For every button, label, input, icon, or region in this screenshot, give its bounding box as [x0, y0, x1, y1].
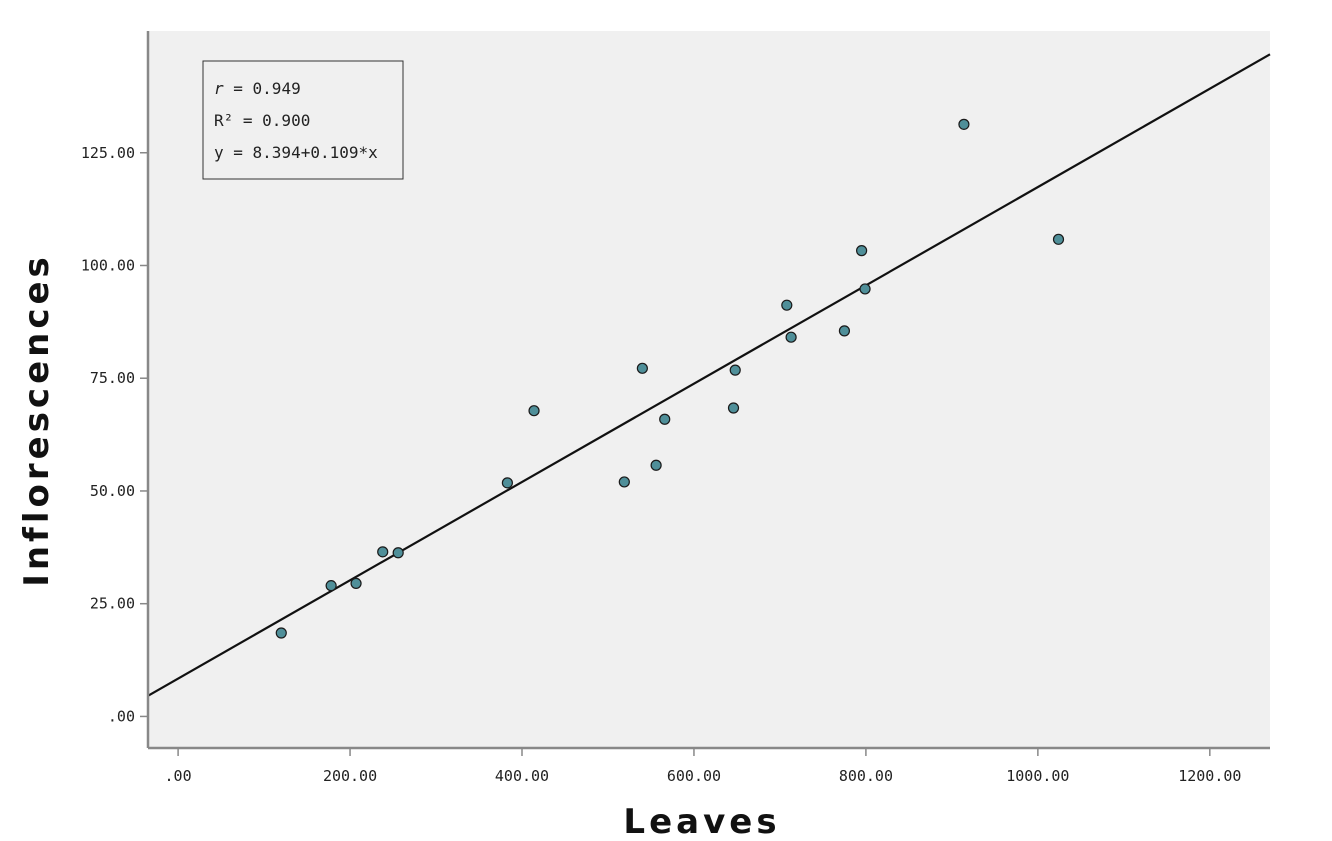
- y-tick-label: 25.00: [90, 595, 135, 613]
- x-tick-label: .00: [165, 767, 192, 785]
- data-point: [838, 325, 851, 337]
- x-tick-label: 800.00: [839, 767, 893, 785]
- y-tick-label: 125.00: [81, 144, 135, 162]
- data-point: [727, 402, 740, 414]
- y-axis-ticks: .00 25.00 50.00 75.00 100.00 125.00: [81, 144, 148, 725]
- data-point: [785, 331, 797, 343]
- data-point: [650, 459, 662, 471]
- plot-area: [148, 31, 1270, 748]
- stat-r-value: = 0.949: [224, 79, 301, 98]
- data-points: [275, 118, 1065, 639]
- y-tick-label: .00: [108, 707, 135, 725]
- stat-r: r = 0.949: [214, 79, 301, 98]
- data-point: [958, 118, 970, 130]
- data-point: [392, 547, 404, 559]
- x-tick-label: 1200.00: [1178, 767, 1241, 785]
- data-point: [377, 546, 389, 558]
- data-point: [1052, 233, 1065, 245]
- stats-box: r = 0.949 R² = 0.900 y = 8.394+0.109*x: [202, 60, 404, 180]
- x-tick-label: 400.00: [495, 767, 549, 785]
- data-point: [856, 245, 868, 257]
- stat-r-symbol: r: [214, 79, 224, 98]
- data-point: [659, 413, 671, 425]
- stat-equation: y = 8.394+0.109*x: [214, 143, 378, 162]
- axes: [146, 31, 1270, 750]
- x-tick-label: 1000.00: [1006, 767, 1069, 785]
- y-tick-label: 50.00: [90, 482, 135, 500]
- data-point: [781, 299, 793, 311]
- y-tick-label: 100.00: [81, 256, 135, 274]
- y-tick-label: 75.00: [90, 369, 135, 387]
- data-point: [275, 627, 287, 639]
- data-point: [325, 580, 337, 592]
- data-point: [859, 283, 871, 295]
- data-point: [528, 405, 540, 417]
- x-tick-label: 600.00: [667, 767, 721, 785]
- data-point: [729, 364, 741, 376]
- x-axis-ticks: .00 200.00 400.00 600.00 800.00 1000.00 1200.0…: [165, 748, 1241, 785]
- x-tick-label: 200.00: [323, 767, 377, 785]
- stat-r2: R² = 0.900: [214, 111, 310, 130]
- data-point: [618, 476, 630, 488]
- data-point: [350, 577, 362, 590]
- x-axis-title: Leaves: [623, 802, 780, 841]
- y-axis-title: Inflorescences: [17, 253, 57, 587]
- data-point: [636, 362, 648, 374]
- data-point: [501, 477, 513, 489]
